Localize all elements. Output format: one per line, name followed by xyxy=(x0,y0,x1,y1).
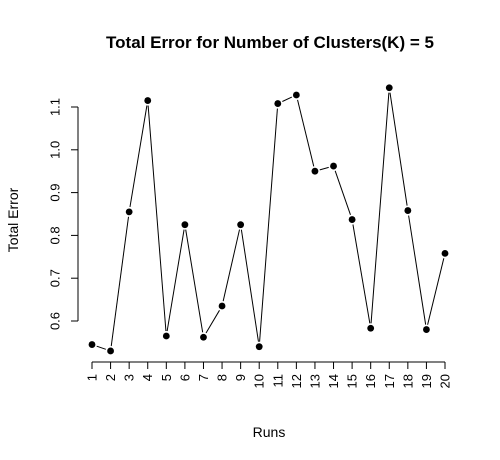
data-point xyxy=(367,324,375,332)
series-segment xyxy=(319,166,329,171)
series-segment xyxy=(389,92,408,206)
x-axis-label: Runs xyxy=(253,424,286,440)
y-tick-label: 0.7 xyxy=(48,269,63,287)
x-tick-label: 19 xyxy=(419,374,434,388)
x-tick-label: 2 xyxy=(103,374,118,381)
x-tick-label: 12 xyxy=(289,374,304,388)
x-tick-label: 7 xyxy=(196,374,211,381)
data-point xyxy=(330,162,337,170)
x-axis: 1 2 3 4 5 6 7 8 9 10 11 12 13 14 15 16 17 18 19 20 xyxy=(85,361,453,388)
x-tick-label: 15 xyxy=(345,374,360,388)
series-segment xyxy=(259,108,278,342)
y-tick-label: 0.8 xyxy=(48,226,63,244)
data-point xyxy=(88,341,96,348)
x-tick-label: 14 xyxy=(326,374,341,388)
data-point xyxy=(162,332,170,340)
series-segment xyxy=(166,229,185,332)
series-segment xyxy=(147,105,167,332)
data-point xyxy=(200,333,207,341)
data-point xyxy=(125,208,133,216)
data-point xyxy=(404,207,412,214)
series-segment xyxy=(334,170,351,216)
series-segment xyxy=(352,224,371,324)
x-tick-label: 3 xyxy=(122,374,137,381)
x-tick-label: 16 xyxy=(363,374,378,388)
x-tick-label: 13 xyxy=(307,374,322,388)
data-point xyxy=(292,91,300,99)
data-point xyxy=(385,84,393,92)
series-segment xyxy=(185,229,204,333)
x-tick-label: 10 xyxy=(252,374,267,388)
series-segment xyxy=(129,105,148,208)
data-point xyxy=(237,221,245,229)
x-tick-label: 20 xyxy=(438,374,453,388)
data-point xyxy=(423,326,430,333)
y-axis: 0.6 0.7 0.8 0.9 1.0 1.1 xyxy=(48,98,79,330)
y-tick-label: 1.1 xyxy=(48,98,63,116)
series-segment xyxy=(96,345,107,350)
chart-title: Total Error for Number of Clusters(K) = … xyxy=(106,33,434,52)
y-tick-label: 0.6 xyxy=(48,312,63,330)
y-axis-label: Total Error xyxy=(5,187,21,252)
data-point xyxy=(348,216,356,223)
x-tick-label: 17 xyxy=(382,374,397,388)
data-point xyxy=(218,302,226,310)
series-segment xyxy=(427,258,445,325)
series-segment xyxy=(110,216,129,347)
data-point xyxy=(441,249,449,257)
x-tick-label: 18 xyxy=(400,374,415,388)
data-point xyxy=(181,221,189,229)
x-tick-label: 11 xyxy=(270,374,285,388)
x-tick-label: 6 xyxy=(177,374,192,381)
x-tick-label: 9 xyxy=(233,374,248,381)
x-tick-label: 5 xyxy=(159,374,174,381)
data-point xyxy=(255,343,263,351)
series-segment xyxy=(240,229,259,342)
series-segment xyxy=(282,96,293,102)
data-point xyxy=(311,167,319,175)
y-tick-label: 0.9 xyxy=(48,184,63,202)
series-segment xyxy=(222,229,241,302)
x-tick-label: 8 xyxy=(215,374,230,381)
series-segment xyxy=(370,92,390,324)
series-segment xyxy=(297,99,315,167)
series-segment xyxy=(205,310,220,334)
series-segment xyxy=(408,215,427,325)
y-tick-label: 1.0 xyxy=(48,141,63,159)
data-point xyxy=(107,347,114,355)
data-point xyxy=(144,97,152,104)
x-tick-label: 4 xyxy=(140,374,155,381)
data-series xyxy=(88,84,449,355)
data-point xyxy=(274,100,282,107)
x-tick-label: 1 xyxy=(85,374,100,381)
